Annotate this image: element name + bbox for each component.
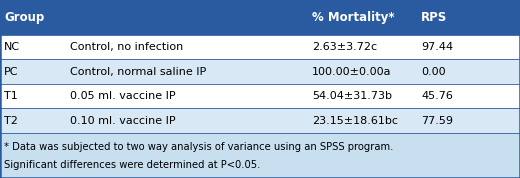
Text: 0.10 ml. vaccine IP: 0.10 ml. vaccine IP	[70, 116, 176, 126]
Bar	[0, 35, 520, 59]
Bar	[0, 59, 520, 84]
Text: 23.15±18.61bc: 23.15±18.61bc	[312, 116, 398, 126]
Text: % Mortality*: % Mortality*	[312, 11, 395, 24]
Text: T2: T2	[4, 116, 18, 126]
Text: RPS: RPS	[421, 11, 447, 24]
Text: PC: PC	[4, 67, 19, 77]
Text: 0.05 ml. vaccine IP: 0.05 ml. vaccine IP	[70, 91, 176, 101]
Text: Control, normal saline IP: Control, normal saline IP	[70, 67, 206, 77]
Bar	[0, 84, 520, 108]
Bar	[0, 133, 520, 178]
Bar	[0, 0, 520, 35]
Text: Group: Group	[4, 11, 44, 24]
Text: 2.63±3.72c: 2.63±3.72c	[312, 42, 377, 52]
Text: 97.44: 97.44	[421, 42, 453, 52]
Text: 54.04±31.73b: 54.04±31.73b	[312, 91, 392, 101]
Text: * Data was subjected to two way analysis of variance using an SPSS program.: * Data was subjected to two way analysis…	[4, 142, 394, 152]
Text: NC: NC	[4, 42, 20, 52]
Text: T1: T1	[4, 91, 18, 101]
Bar	[0, 108, 520, 133]
Text: 45.76: 45.76	[421, 91, 453, 101]
Text: 77.59: 77.59	[421, 116, 453, 126]
Text: Control, no infection: Control, no infection	[70, 42, 184, 52]
Text: 0.00: 0.00	[421, 67, 446, 77]
Text: 100.00±0.00a: 100.00±0.00a	[312, 67, 392, 77]
Text: Significant differences were determined at P<0.05.: Significant differences were determined …	[4, 160, 261, 170]
